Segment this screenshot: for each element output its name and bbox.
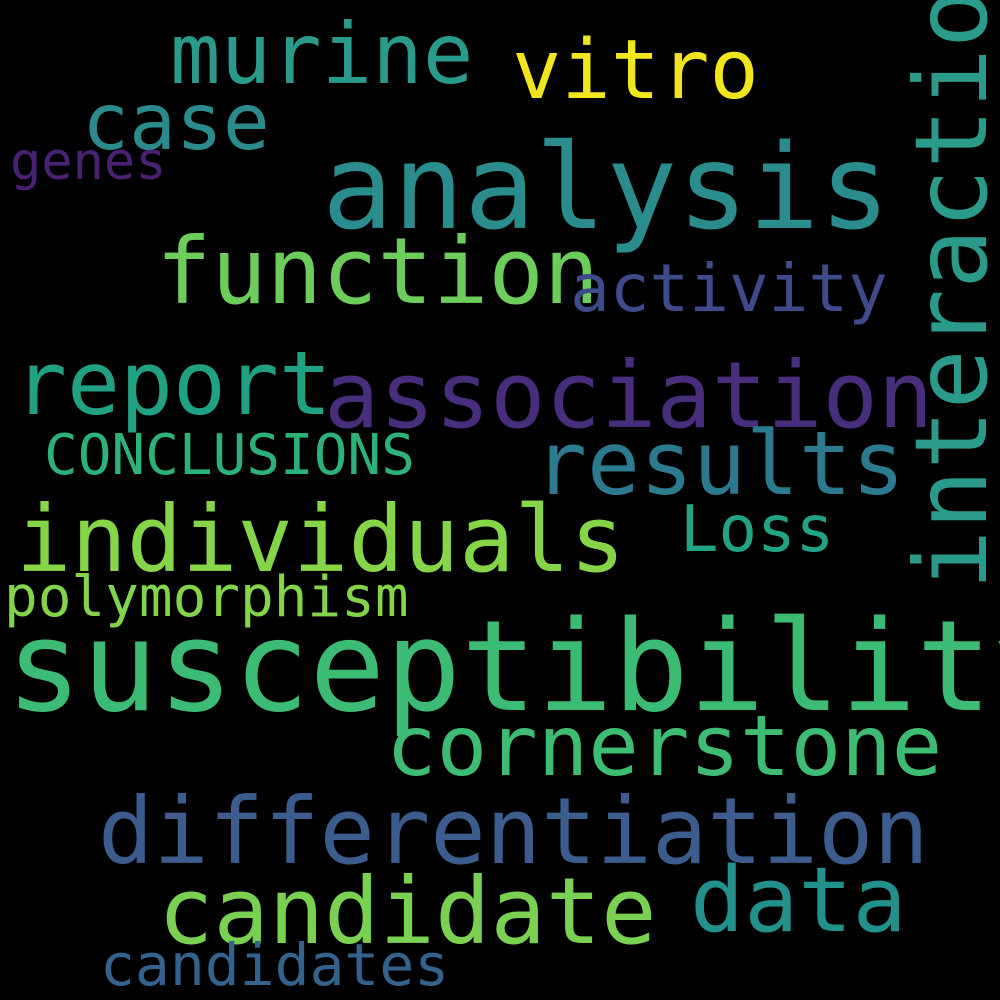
word-loss: Loss <box>680 493 835 567</box>
word-candidates: candidates <box>100 931 450 999</box>
word-report: report <box>14 332 332 435</box>
word-murine: murine <box>170 5 474 103</box>
word-differentiation: differentiation <box>98 778 929 885</box>
word-data: data <box>690 848 907 953</box>
word-cornerstone: cornerstone <box>386 697 943 795</box>
word-case: case <box>82 78 270 168</box>
word-susceptibility: susceptibility <box>6 593 1000 740</box>
word-individuals: individuals <box>16 486 626 593</box>
word-vitro: vitro <box>512 23 759 118</box>
word-candidate: candidate <box>158 858 657 965</box>
word-activity: activity <box>570 250 888 327</box>
word-results: results <box>534 412 905 515</box>
word-analysis: analysis <box>322 118 891 256</box>
word-association: association <box>324 342 934 449</box>
word-interaction: interaction <box>893 0 1000 590</box>
word-polymorphism: polymorphism <box>4 565 409 630</box>
word-conclusions: CONCLUSIONS <box>44 423 415 488</box>
word-genes: genes <box>10 132 167 192</box>
word-function: function <box>156 218 600 325</box>
